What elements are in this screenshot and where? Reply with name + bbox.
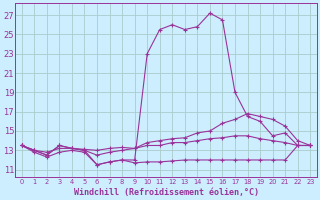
X-axis label: Windchill (Refroidissement éolien,°C): Windchill (Refroidissement éolien,°C) <box>74 188 259 197</box>
